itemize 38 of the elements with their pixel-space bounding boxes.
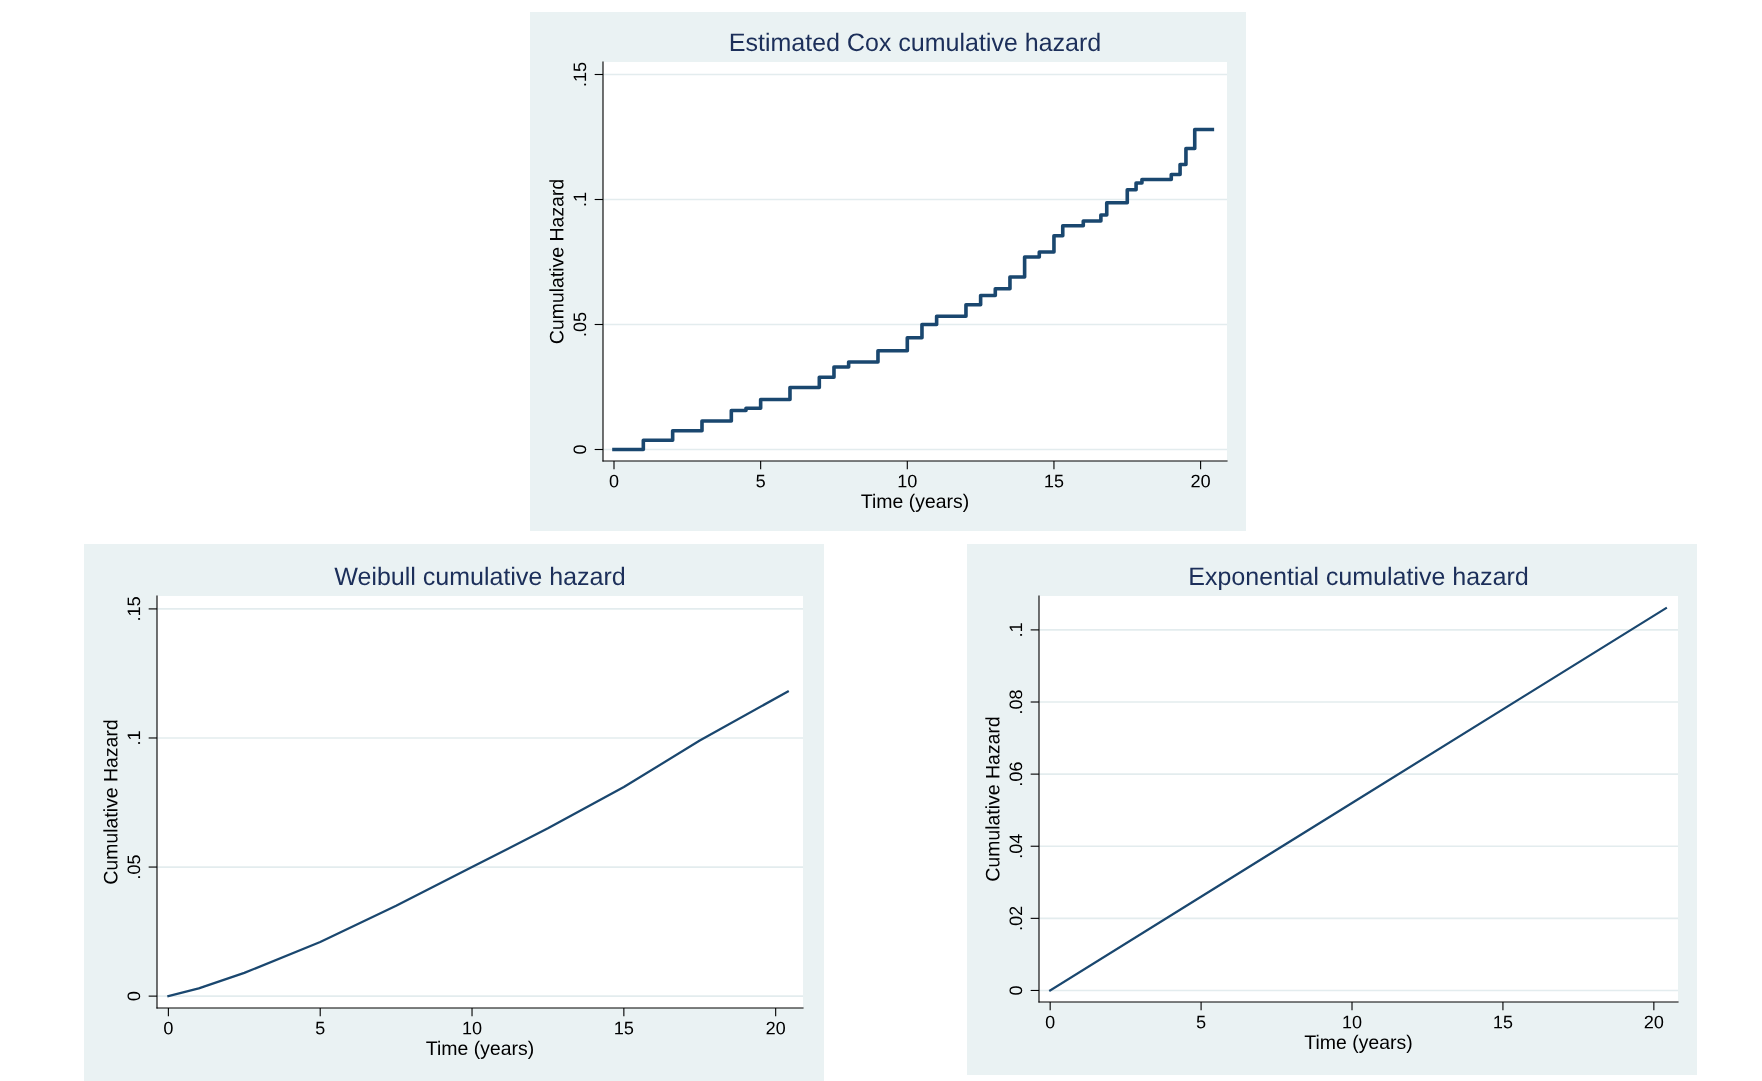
x-axis-title: Time (years) [1304,1034,1412,1053]
x-tick-label: 15 [615,1021,634,1035]
x-axis-title: Time (years) [861,493,968,512]
y-tick-label: 0 [573,445,587,454]
y-tick-label: .1 [127,731,141,744]
y-axis-title: Cumulative Hazard [985,717,1000,881]
chart-title: Exponential cumulative hazard [1190,566,1528,591]
y-tick-label: .15 [127,597,141,620]
x-tick-label: 20 [1644,1015,1664,1029]
x-tick-label: 0 [1045,1015,1055,1029]
y-tick-label: .1 [1009,623,1023,636]
x-axis-title: Time (years) [426,1040,533,1059]
x-tick-label: 20 [1191,474,1210,488]
y-tick-label: .08 [1009,690,1023,713]
y-tick-label: 0 [127,991,141,1001]
x-tick-label: 10 [1343,1015,1362,1029]
x-tick-label: 5 [1196,1015,1206,1029]
y-tick-label: .02 [1009,906,1023,930]
y-tick-label: .04 [1009,834,1023,858]
x-tick-label: 15 [1045,474,1064,488]
x-tick-label: 0 [609,474,619,488]
chart-title: Weibull cumulative hazard [334,566,625,586]
x-tick-label: 5 [315,1021,325,1035]
chart-title: Estimated Cox cumulative hazard [730,32,1100,52]
y-tick-label: .05 [127,855,141,878]
y-tick-label: .05 [573,312,587,336]
x-tick-label: 5 [756,474,765,488]
x-tick-label: 20 [766,1021,786,1035]
y-tick-label: .1 [573,192,587,206]
y-tick-label: .06 [1009,762,1023,786]
x-tick-label: 0 [164,1021,173,1035]
y-tick-label: 0 [1009,986,1023,995]
x-tick-label: 10 [898,474,917,488]
x-tick-label: 10 [463,1021,482,1035]
y-axis-title: Cumulative Hazard [549,180,564,344]
y-tick-label: .15 [573,62,587,86]
x-tick-label: 15 [1494,1015,1513,1029]
y-axis-title: Cumulative Hazard [103,720,118,884]
